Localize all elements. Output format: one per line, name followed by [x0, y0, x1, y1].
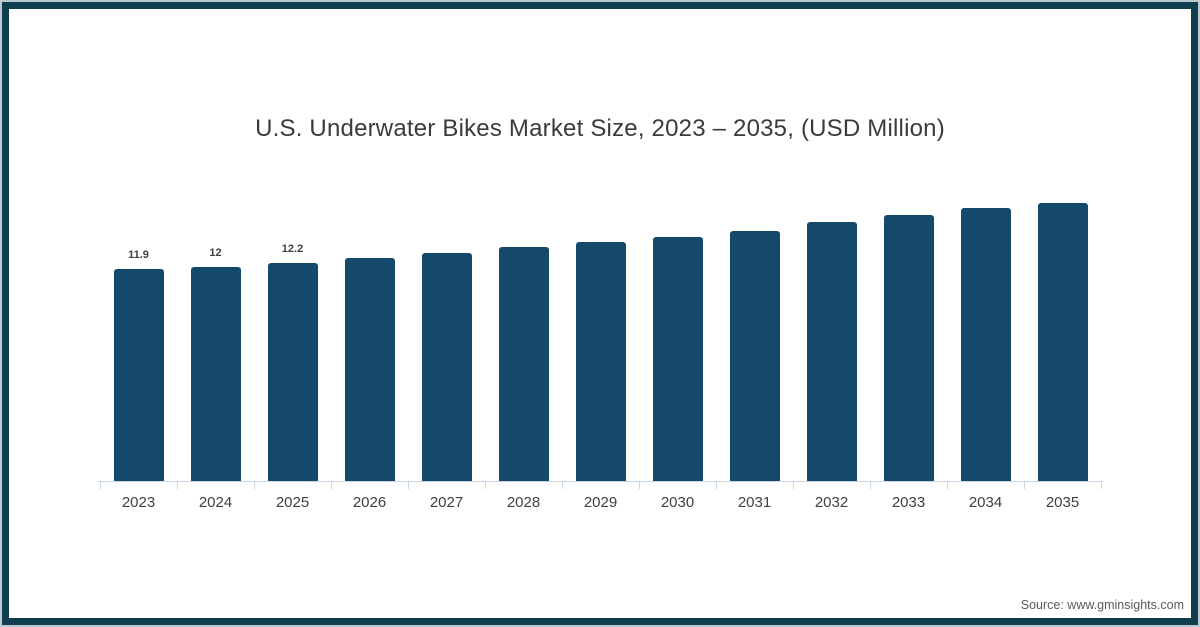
- chart-title: U.S. Underwater Bikes Market Size, 2023 …: [255, 115, 945, 142]
- x-axis-label: 2032: [814, 494, 849, 511]
- axis-tick: [562, 482, 563, 489]
- axis-tick: [177, 482, 178, 489]
- axis-tick: [331, 482, 332, 489]
- x-axis-label: 2033: [891, 494, 926, 511]
- x-axis-label: 2027: [429, 494, 464, 511]
- x-axis-label: 2025: [275, 494, 310, 511]
- x-axis-label: 2034: [968, 494, 1003, 511]
- bar-slot: [485, 227, 562, 481]
- axis-tick: [1101, 482, 1102, 489]
- bar: [190, 266, 241, 481]
- bar: [421, 252, 472, 481]
- bar: [652, 236, 703, 481]
- x-axis-label: 2023: [121, 494, 156, 511]
- x-axis-labels: 2023 2024 2025 2026 2027 2028 2029 2030 2031 2032…: [100, 494, 1101, 511]
- bar-slot: [562, 222, 639, 481]
- bar-slot: [408, 233, 485, 481]
- x-axis-label: 2035: [1045, 494, 1080, 511]
- bar: [883, 215, 934, 481]
- x-axis-label: 2026: [352, 494, 387, 511]
- bar-slot: [331, 238, 408, 481]
- bar: [960, 208, 1011, 481]
- bar-slot: [716, 211, 793, 481]
- axis-tick: [793, 482, 794, 489]
- x-axis-label: 2029: [583, 494, 618, 511]
- bar: [344, 258, 395, 481]
- bar-value-label: 11.9: [128, 248, 149, 261]
- bar: [1037, 202, 1088, 481]
- bar: [267, 263, 318, 481]
- axis-tick: [947, 482, 948, 489]
- bar-value-label: 12: [209, 246, 222, 259]
- axis-tick: [100, 482, 101, 489]
- x-axis-label: 2028: [506, 494, 541, 511]
- x-axis-label: 2030: [660, 494, 695, 511]
- plot-area: 11.9 12 12.2: [100, 0, 1101, 481]
- axis-tick: [254, 482, 255, 489]
- axis-tick: [1024, 482, 1025, 489]
- bar-slot: [1024, 183, 1101, 481]
- axis-tick: [485, 482, 486, 489]
- bar: [113, 268, 164, 481]
- x-axis-label: 2024: [198, 494, 233, 511]
- bar-slot: [870, 195, 947, 481]
- bar: [729, 231, 780, 481]
- bar-value-label: 12.2: [281, 243, 304, 256]
- bar-slot: [793, 202, 870, 481]
- bar-slot: 12: [177, 247, 254, 481]
- axis-tick: [639, 482, 640, 489]
- x-axis-label: 2031: [737, 494, 772, 511]
- bar: [575, 241, 626, 481]
- axis-tick: [716, 482, 717, 489]
- bar-slot: 12.2: [254, 243, 331, 481]
- bar: [806, 222, 857, 481]
- bar-slot: [947, 188, 1024, 481]
- source-attribution: Source: www.gminsights.com: [1020, 598, 1184, 612]
- bar: [498, 247, 549, 481]
- bar-slot: [639, 217, 716, 481]
- axis-tick: [870, 482, 871, 489]
- axis-tick: [408, 482, 409, 489]
- x-axis-line: [98, 481, 1103, 489]
- bar-slot: 11.9: [100, 249, 177, 481]
